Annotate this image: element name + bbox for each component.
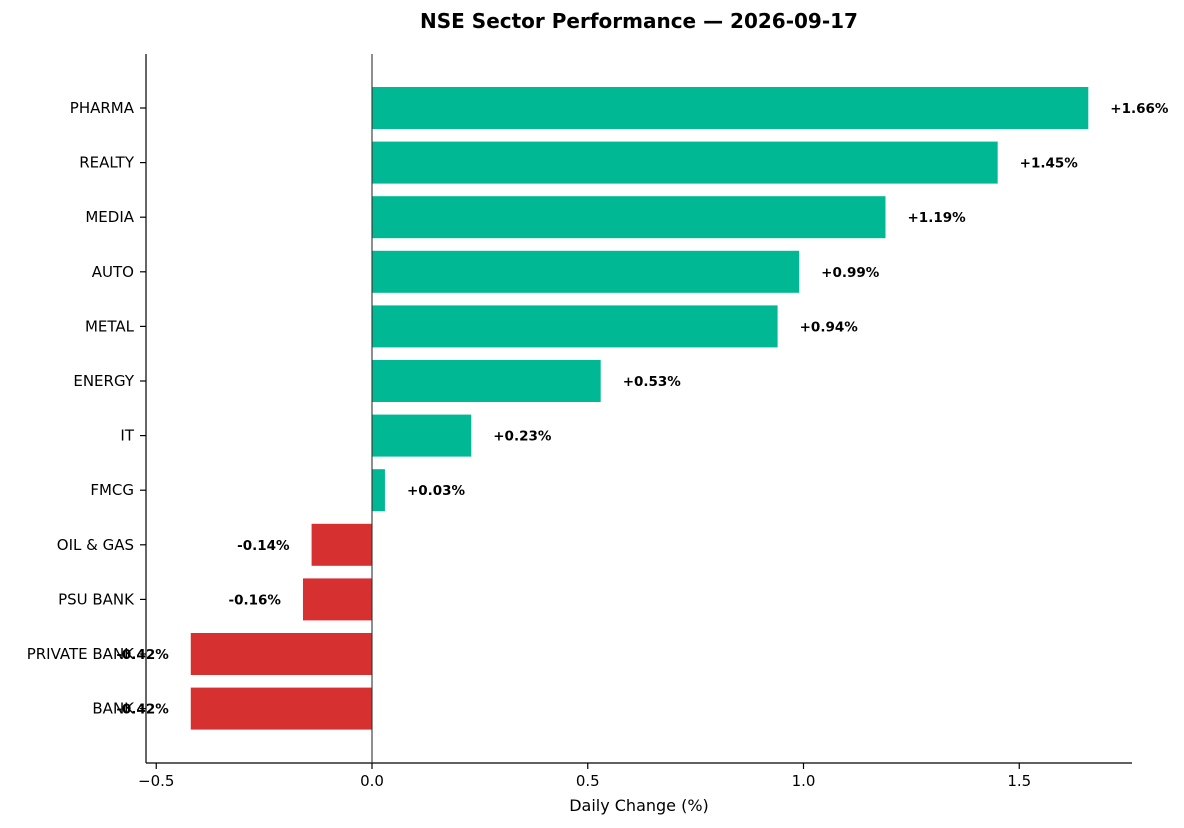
category-label-auto: AUTO (92, 263, 134, 281)
category-label-realty: REALTY (79, 154, 135, 172)
value-label-it: +0.23% (493, 429, 552, 445)
value-label-private-bank: -0.42% (116, 647, 169, 663)
bar-media (372, 196, 886, 239)
value-label-bank: -0.42% (116, 702, 169, 718)
category-label-energy: ENERGY (73, 372, 134, 390)
chart-title: NSE Sector Performance — 2026-09-17 (420, 9, 858, 33)
category-label-fmcg: FMCG (90, 481, 134, 499)
value-label-energy: +0.53% (623, 374, 682, 390)
bar-private-bank (190, 633, 372, 675)
bar-oil-gas (311, 523, 372, 566)
value-label-oil-gas: -0.14% (237, 538, 290, 554)
category-label-psu-bank: PSU BANK (58, 590, 135, 608)
bar-it (372, 414, 472, 457)
bar-bank (190, 687, 372, 730)
category-label-it: IT (120, 427, 134, 445)
value-label-fmcg: +0.03% (407, 483, 466, 499)
bar-realty (372, 141, 998, 184)
value-label-pharma: +1.66% (1110, 101, 1169, 117)
x-tick-label: 1.0 (792, 772, 816, 790)
x-tick-label: −0.5 (138, 772, 174, 790)
x-axis: −0.5 0.0 0.5 1.0 1.5 (138, 54, 1132, 790)
bar-metal (372, 305, 778, 348)
x-tick-label: 0.5 (576, 772, 600, 790)
bars-group (190, 87, 1089, 730)
x-axis-title: Daily Change (%) (569, 796, 709, 815)
value-label-auto: +0.99% (821, 265, 880, 281)
category-label-media: MEDIA (85, 208, 134, 226)
y-axis: PHARMA REALTY MEDIA AUTO METAL ENERGY IT FMCG OI… (27, 54, 147, 763)
category-label-private-bank: PRIVATE BANK (27, 645, 135, 663)
category-label-bank: BANK (92, 700, 135, 718)
category-label-oil-gas: OIL & GAS (57, 536, 134, 554)
category-label-metal: METAL (85, 317, 135, 335)
bar-auto (372, 250, 800, 293)
value-label-metal: +0.94% (800, 319, 859, 335)
bar-energy (372, 360, 601, 402)
value-label-realty: +1.45% (1020, 156, 1079, 172)
value-labels-group: +1.66% +1.45% +1.19% +0.99% +0.94% +0.53% +0.2… (116, 101, 1169, 718)
bar-pharma (372, 87, 1089, 129)
x-tick-label: 1.5 (1007, 772, 1031, 790)
bar-psu-bank (302, 578, 372, 621)
category-label-pharma: PHARMA (70, 99, 135, 117)
value-label-media: +1.19% (907, 210, 966, 226)
x-tick-label: 0.0 (360, 772, 384, 790)
bar-fmcg (372, 469, 385, 512)
value-label-psu-bank: -0.16% (229, 592, 282, 608)
